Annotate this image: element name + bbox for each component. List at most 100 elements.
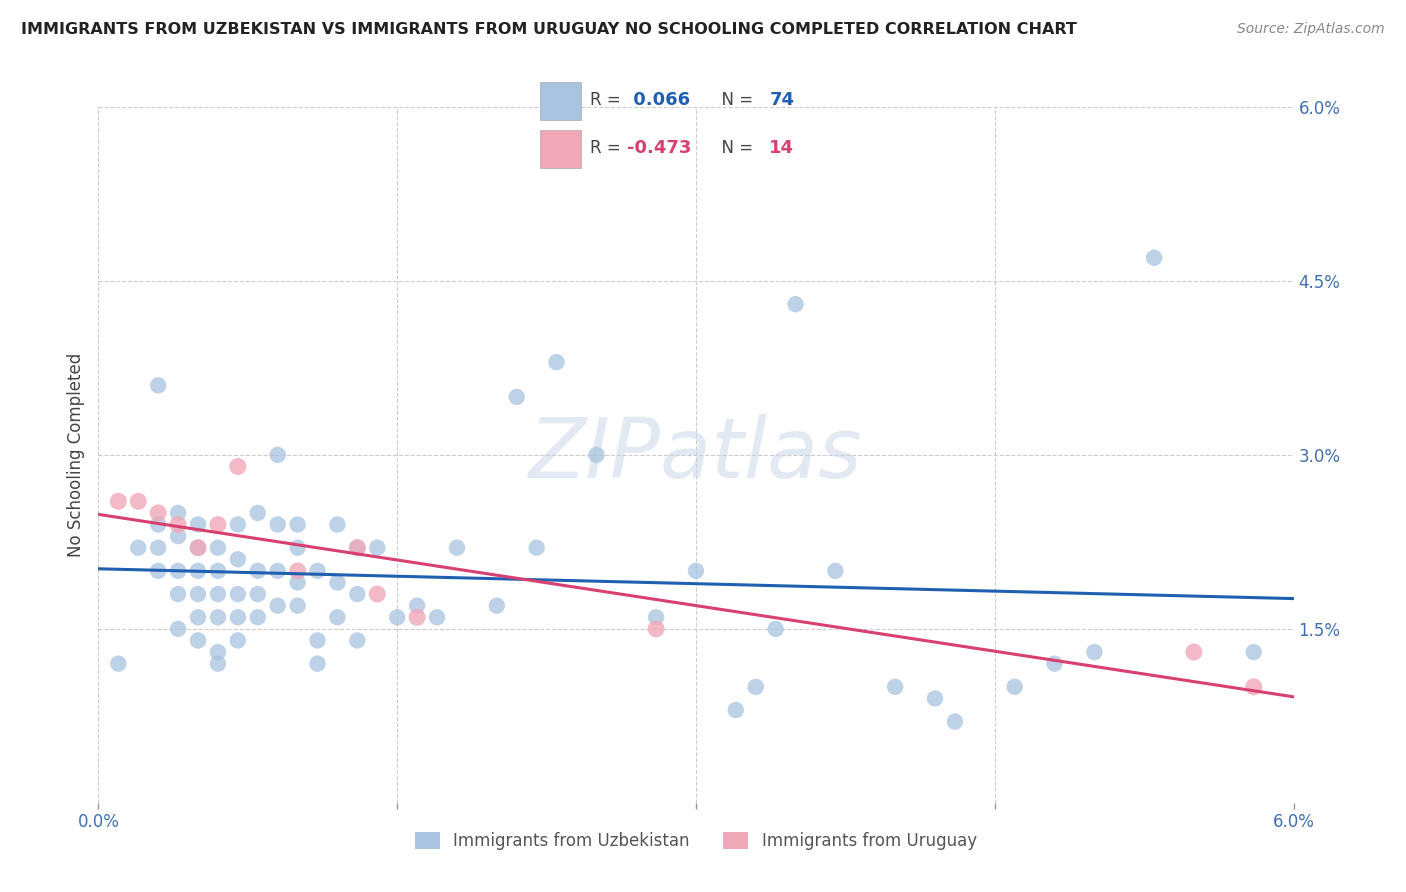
Text: ZIPatlas: ZIPatlas — [529, 415, 863, 495]
Point — [167, 529, 190, 543]
Point — [1043, 657, 1066, 671]
Point — [246, 610, 269, 624]
Point — [167, 564, 190, 578]
Point — [685, 564, 707, 578]
Text: N =: N = — [710, 91, 758, 109]
Text: R =: R = — [591, 91, 626, 109]
Point — [924, 691, 946, 706]
Point — [148, 506, 170, 520]
Point — [346, 633, 368, 648]
Point — [366, 541, 388, 555]
Point — [307, 657, 329, 671]
Point — [446, 541, 468, 555]
Point — [127, 494, 149, 508]
Point — [267, 517, 290, 532]
Point — [1243, 680, 1265, 694]
Text: 74: 74 — [769, 91, 794, 109]
FancyBboxPatch shape — [540, 82, 581, 120]
Point — [645, 622, 668, 636]
Point — [326, 610, 349, 624]
Point — [366, 587, 388, 601]
Point — [226, 517, 249, 532]
Point — [585, 448, 607, 462]
Point — [287, 517, 309, 532]
Point — [385, 610, 409, 624]
Point — [1243, 645, 1265, 659]
Point — [526, 541, 548, 555]
Point — [207, 657, 229, 671]
Point — [207, 541, 229, 555]
Y-axis label: No Schooling Completed: No Schooling Completed — [66, 353, 84, 557]
Point — [187, 541, 209, 555]
Point — [246, 587, 269, 601]
Point — [267, 448, 290, 462]
Point — [645, 610, 668, 624]
Point — [246, 564, 269, 578]
Point — [167, 506, 190, 520]
Point — [187, 541, 209, 555]
Point — [187, 587, 209, 601]
Point — [346, 541, 368, 555]
Point — [943, 714, 966, 729]
Point — [824, 564, 846, 578]
Point — [307, 633, 329, 648]
FancyBboxPatch shape — [540, 130, 581, 168]
Point — [226, 610, 249, 624]
Point — [148, 517, 170, 532]
Point — [1182, 645, 1205, 659]
Point — [167, 622, 190, 636]
Point — [207, 587, 229, 601]
Point — [1004, 680, 1026, 694]
Text: 14: 14 — [769, 139, 794, 157]
Legend: Immigrants from Uzbekistan, Immigrants from Uruguay: Immigrants from Uzbekistan, Immigrants f… — [409, 826, 983, 857]
Point — [267, 599, 290, 613]
Point — [187, 517, 209, 532]
Text: R =: R = — [591, 139, 626, 157]
Point — [287, 541, 309, 555]
Point — [127, 541, 149, 555]
Point — [226, 459, 249, 474]
Point — [187, 633, 209, 648]
Point — [724, 703, 747, 717]
Point — [785, 297, 807, 311]
Point — [426, 610, 449, 624]
Text: 0.066: 0.066 — [627, 91, 690, 109]
Point — [107, 657, 129, 671]
Point — [745, 680, 768, 694]
Point — [148, 541, 170, 555]
Point — [167, 587, 190, 601]
Point — [326, 517, 349, 532]
Point — [546, 355, 568, 369]
Point — [187, 564, 209, 578]
Point — [226, 633, 249, 648]
Point — [207, 645, 229, 659]
Point — [226, 552, 249, 566]
Point — [267, 564, 290, 578]
Point — [287, 575, 309, 590]
Point — [207, 610, 229, 624]
Point — [287, 599, 309, 613]
Point — [246, 506, 269, 520]
Point — [167, 517, 190, 532]
Point — [1083, 645, 1105, 659]
Point — [107, 494, 129, 508]
Point — [406, 610, 429, 624]
Point — [226, 587, 249, 601]
Text: IMMIGRANTS FROM UZBEKISTAN VS IMMIGRANTS FROM URUGUAY NO SCHOOLING COMPLETED COR: IMMIGRANTS FROM UZBEKISTAN VS IMMIGRANTS… — [21, 22, 1077, 37]
Point — [148, 564, 170, 578]
Point — [485, 599, 508, 613]
Point — [765, 622, 787, 636]
Point — [326, 575, 349, 590]
Point — [207, 517, 229, 532]
Point — [307, 564, 329, 578]
Text: N =: N = — [710, 139, 758, 157]
Point — [506, 390, 529, 404]
Point — [287, 564, 309, 578]
Point — [406, 599, 429, 613]
Point — [884, 680, 907, 694]
Point — [148, 378, 170, 392]
Point — [207, 564, 229, 578]
Point — [346, 587, 368, 601]
Text: -0.473: -0.473 — [627, 139, 692, 157]
Point — [346, 541, 368, 555]
